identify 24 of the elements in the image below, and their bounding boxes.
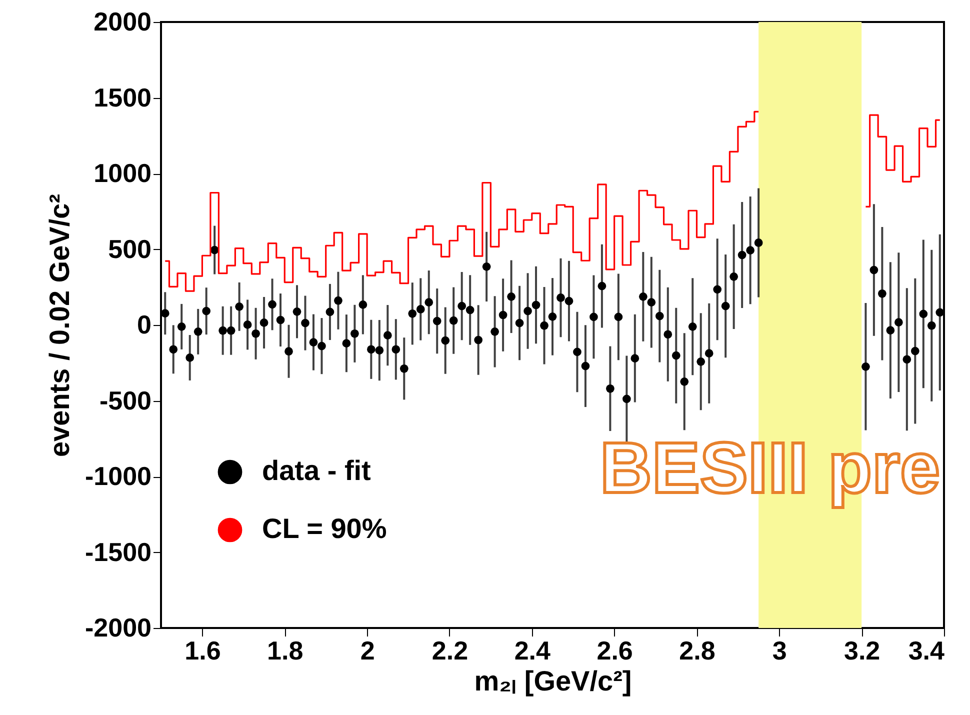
x-axis-title: m₂ₗ [GeV/c²] <box>474 666 632 696</box>
x-tick-label: 2.2 <box>432 636 468 666</box>
y-tick-label: 0 <box>137 310 152 340</box>
y-tick-label: 1000 <box>94 158 152 188</box>
y-axis-title: events / 0.02 GeV/c² <box>44 194 75 458</box>
legend-label: data - fit <box>262 455 371 486</box>
y-tick-label: 500 <box>108 234 152 264</box>
y-tick-label: 1500 <box>94 82 152 112</box>
x-tick-label: 3.4 <box>908 636 946 666</box>
x-tick-label: 2.4 <box>514 636 551 666</box>
y-tick-label: -1500 <box>85 536 152 567</box>
annotation: BESIII pre <box>600 428 940 508</box>
x-tick-label: 3 <box>772 636 787 666</box>
y-tick-label: -2000 <box>85 612 152 642</box>
x-tick-label: 2.6 <box>596 636 633 666</box>
legend-label: CL = 90% <box>262 513 387 544</box>
x-tick-label: 2 <box>360 636 375 666</box>
x-tick-label: 1.6 <box>184 636 221 666</box>
x-tick-label: 3.2 <box>844 636 880 666</box>
y-tick-label: 2000 <box>94 6 152 36</box>
x-tick-label: 1.8 <box>267 636 304 666</box>
x-tick-label: 2.8 <box>679 636 716 666</box>
y-tick-label: -500 <box>99 385 152 416</box>
y-tick-label: -1000 <box>85 461 152 491</box>
